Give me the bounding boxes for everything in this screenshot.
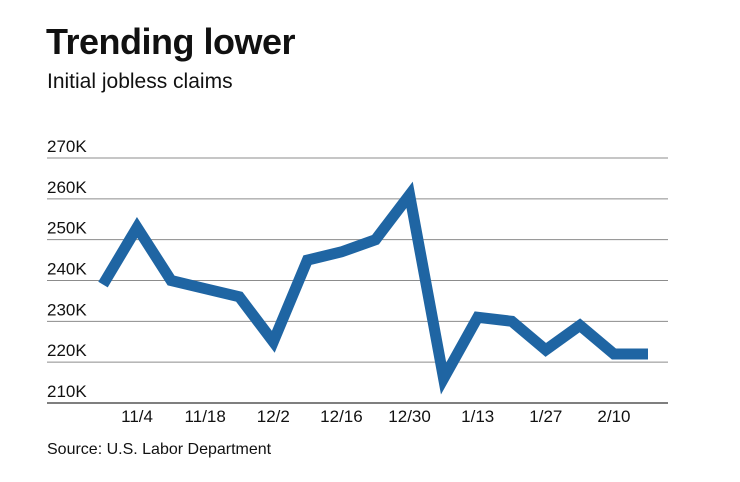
data-point [135,225,139,229]
series-layer [98,181,650,395]
y-tick-label: 220K [47,341,87,360]
data-point [101,283,105,287]
y-tick-label: 270K [47,137,87,156]
x-tick-label: 2/10 [597,407,630,426]
data-point [305,258,309,262]
data-point [203,287,207,291]
data-point [374,238,378,242]
series-line [98,181,648,395]
chart-subtitle: Initial jobless claims [47,70,233,93]
data-point [510,319,514,323]
data-point [237,295,241,299]
data-point [578,323,582,327]
y-tick-label: 240K [47,260,87,279]
y-tick-label: 210K [47,382,87,401]
data-point [646,352,650,356]
data-point [339,250,343,254]
chart-title: Trending lower [46,21,296,62]
data-point [169,279,173,283]
y-tick-label: 250K [47,219,87,238]
data-point [476,315,480,319]
x-tick-label: 11/4 [121,407,153,426]
x-axis-tick-labels: 11/4 11/18 12/2 12/16 12/30 1/13 1/27 2/10 [121,407,630,426]
data-point [442,377,446,381]
source-note: Source: U.S. Labor Department [47,441,272,458]
x-tick-label: 11/18 [185,407,226,426]
y-tick-label: 260K [47,178,87,197]
x-tick-label: 1/13 [461,407,494,426]
data-point [408,193,412,197]
gridlines [47,157,668,404]
y-tick-label: 230K [47,300,87,319]
x-tick-label: 12/30 [388,407,431,426]
data-point [544,348,548,352]
x-tick-label: 1/27 [529,407,562,426]
data-point [612,352,616,356]
data-point [271,340,275,344]
x-tick-label: 12/16 [320,407,363,426]
y-axis-tick-labels: 210K 220K 230K 240K 250K 260K 270K [47,137,87,401]
x-tick-label: 12/2 [257,407,290,426]
